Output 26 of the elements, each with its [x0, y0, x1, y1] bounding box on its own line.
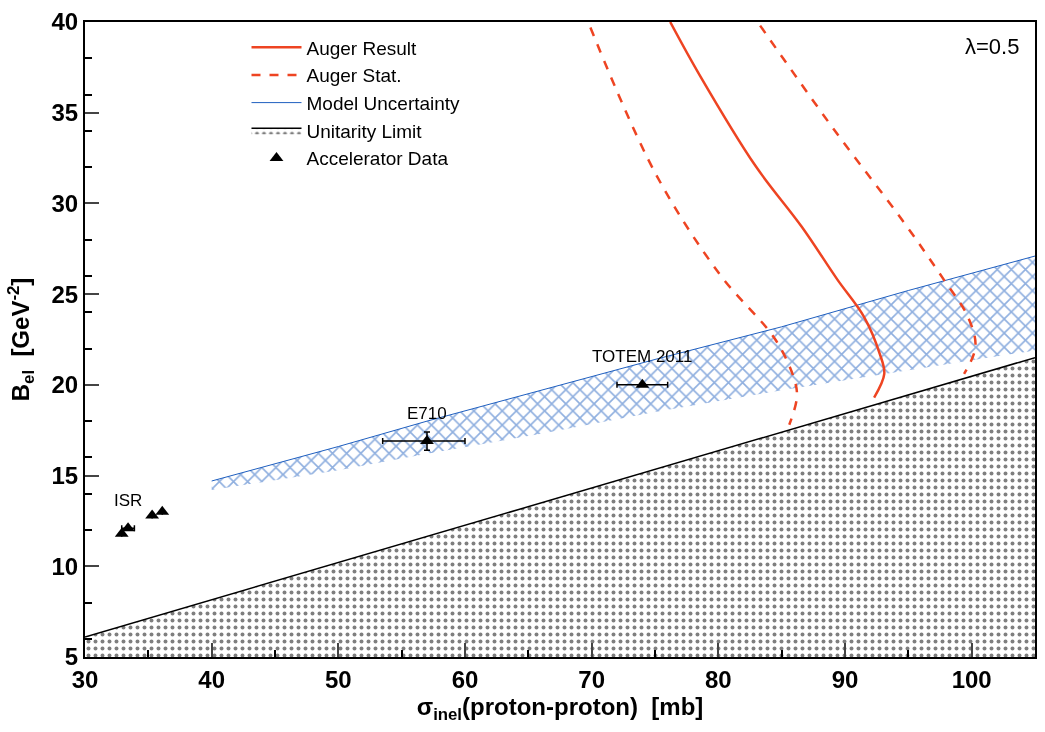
line-series [589, 26, 799, 427]
annotation: TOTEM 2011 [592, 347, 693, 366]
y-tick-label: 25 [51, 280, 79, 308]
y-tick-label: 20 [51, 371, 79, 399]
annotation: E710 [407, 404, 447, 423]
legend-label: Auger Result [306, 37, 418, 59]
y-tick-label: 40 [51, 8, 79, 36]
x-tick-label: 90 [831, 665, 859, 693]
x-tick-label: 40 [198, 665, 226, 693]
annotation: λ=0.5 [965, 34, 1020, 59]
x-tick-label: 100 [951, 665, 992, 693]
y-tick-label: 10 [51, 552, 79, 580]
y-tick-label: 15 [51, 461, 79, 489]
annotation: ISR [114, 491, 143, 510]
legend-label: Accelerator Data [306, 148, 449, 170]
point [420, 435, 434, 445]
legend-label: Auger Stat. [306, 65, 402, 87]
legend-label: Model Uncertainty [306, 93, 461, 115]
x-tick-label: 70 [578, 665, 606, 693]
y-tick-label: 35 [51, 99, 79, 127]
x-tick-label: 50 [324, 665, 352, 693]
x-tick-label: 80 [704, 665, 732, 693]
y-tick-label: 30 [51, 189, 79, 217]
x-axis-title: σ$_{inel}$(proton-proton) [mb] [416, 692, 704, 724]
x-tick-label: 60 [451, 665, 479, 693]
legend-label: Unitarity Limit [306, 120, 423, 142]
